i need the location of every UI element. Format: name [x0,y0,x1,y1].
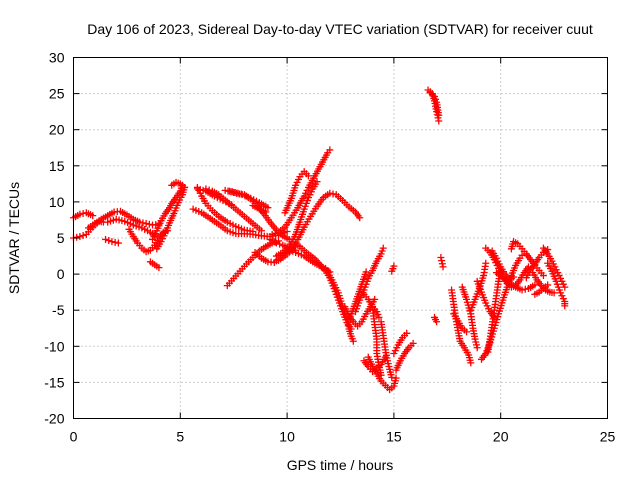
data-point-ah [388,373,396,381]
data-point-aa [349,337,357,345]
data-point-bc [550,289,558,297]
y-tick-label: 0 [57,266,65,282]
data-point-ao [433,318,441,326]
data-point-c [139,219,147,227]
tick-labels: 0 5 10 15 20 25 -20 -15 -10 -5 0 5 10 15 20 25 30 [44,50,615,445]
data-point-e [105,237,113,245]
data-point-v [313,178,321,186]
y-tick-label: 5 [57,230,65,246]
data-point-ap [438,257,446,265]
grid-lines [73,57,608,419]
data-point-o [264,204,272,212]
data-point-ae [375,313,383,321]
data-point-u [326,146,334,154]
data-point-u [268,230,276,238]
data-point-u [271,229,279,237]
data-point-ag [392,374,400,382]
y-tick-label: 30 [49,50,65,66]
data-point-ak [409,339,417,347]
data-point-g [155,264,163,272]
data-point-bf [544,281,552,289]
x-tick-label: 10 [279,429,295,445]
data-point-ar [463,328,471,336]
y-tick-label: 15 [49,158,65,174]
data-point-d [151,231,159,239]
data-point-aa [344,319,352,327]
data-point-aj [403,329,411,337]
data-point-az [518,286,526,294]
y-tick-label: -15 [44,374,64,390]
data-point-a [89,212,97,220]
x-axis-label: GPS time / hours [287,457,394,473]
data-point-j [181,183,189,191]
data-point-p [237,190,245,198]
data-point-bd [561,283,569,291]
data-point-ai [381,353,389,361]
x-tick-label: 20 [493,429,509,445]
data-marks [70,86,569,394]
data-point-aq [467,359,475,367]
data-point-e [102,235,110,243]
data-point-ap [437,253,445,261]
x-tick-label: 5 [176,429,184,445]
data-point-n [202,185,210,193]
x-tick-label: 0 [70,429,78,445]
y-tick-label: -10 [44,338,64,354]
data-point-l [283,228,291,236]
data-point-aa [344,322,352,330]
data-point-e [108,238,116,246]
data-point-e [111,238,119,246]
data-point-a [76,210,84,218]
data-point-ay [510,273,518,281]
y-tick-label: -20 [44,411,64,427]
data-point-w [329,190,337,198]
data-point-c [136,218,144,226]
data-point-ba [539,272,547,280]
x-tick-label: 25 [600,429,616,445]
data-point-c [145,220,153,228]
data-point-b [79,231,87,239]
data-point-n [205,186,213,194]
data-point-ap [438,260,446,268]
data-point-al [390,262,398,270]
data-point-ap [439,263,447,271]
y-tick-label: 10 [49,194,65,210]
data-point-be [561,302,569,310]
data-point-az [521,285,529,293]
data-point-t [276,240,284,248]
data-point-w [356,214,364,222]
x-tick-label: 15 [386,429,402,445]
y-tick-label: 20 [49,122,65,138]
data-point-t [272,239,280,247]
data-point-e [114,239,122,247]
y-tick-label: 25 [49,86,65,102]
data-point-w [326,189,334,197]
data-point-az [531,281,539,289]
data-point-b [73,233,81,241]
data-point-as [473,344,481,352]
data-point-b [76,233,84,241]
data-point-ac [362,268,370,276]
data-point-m [249,228,257,236]
data-point-q [262,208,270,216]
data-point-at [482,259,490,267]
axis-ticks [73,57,608,419]
data-point-ab [371,295,379,303]
data-point-an [435,111,443,119]
data-point-p [234,189,242,197]
chart-title: Day 106 of 2023, Sidereal Day-to-day VTE… [87,21,593,37]
data-point-x [304,172,312,180]
data-point-c [142,220,150,228]
data-point-ad [379,244,387,252]
y-tick-label: -5 [52,302,65,318]
y-axis-label: SDTVAR / TECUs [6,182,22,294]
data-point-n [257,227,265,235]
